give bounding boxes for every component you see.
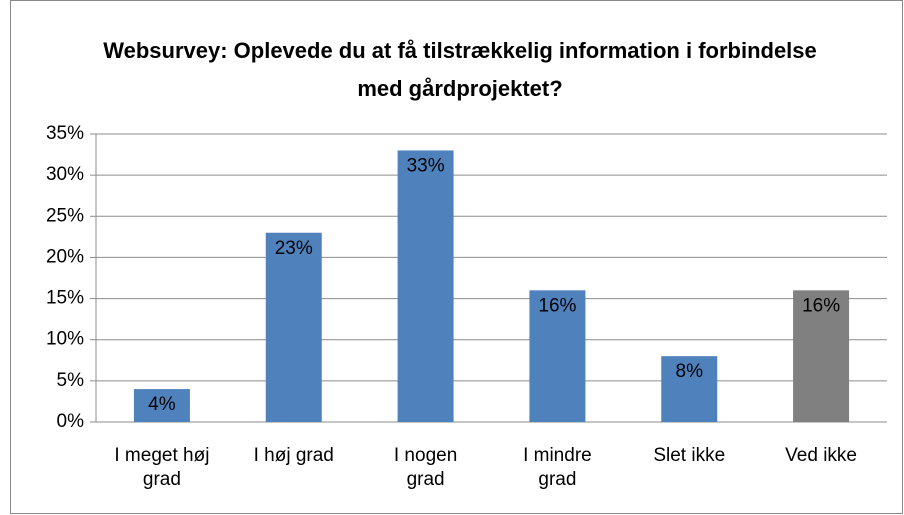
data-label: 16%: [538, 295, 576, 316]
bar: [265, 232, 322, 422]
data-label: 23%: [275, 238, 313, 259]
y-tick-label: 0%: [57, 411, 85, 432]
bar: [397, 150, 454, 422]
x-tick-label: Slet ikke: [653, 445, 726, 466]
x-tick-label: Ved ikke: [785, 445, 857, 466]
data-label: 8%: [676, 361, 704, 382]
x-tick-label: I mindre grad: [523, 445, 592, 490]
bar: [133, 389, 190, 422]
y-tick-label: 10%: [46, 329, 84, 350]
bar: [793, 290, 850, 422]
x-tick-label: I meget høj grad: [114, 445, 210, 490]
y-tick-label: 35%: [46, 123, 84, 144]
y-tick-label: 30%: [46, 164, 84, 185]
chart-frame: [10, 0, 903, 514]
bar: [661, 356, 718, 422]
bar: [529, 290, 586, 422]
data-label: 33%: [407, 155, 445, 176]
y-tick-label: 5%: [57, 370, 85, 391]
x-tick-label: I høj grad: [253, 445, 334, 466]
y-tick-label: 25%: [46, 205, 84, 226]
x-tick-label: I nogen grad: [393, 445, 458, 490]
data-label: 16%: [802, 295, 840, 316]
y-tick-label: 15%: [46, 288, 84, 309]
chart-title: Websurvey: Oplevede du at få tilstrækkel…: [103, 38, 817, 101]
y-tick-label: 20%: [46, 246, 84, 267]
data-label: 4%: [148, 394, 176, 415]
